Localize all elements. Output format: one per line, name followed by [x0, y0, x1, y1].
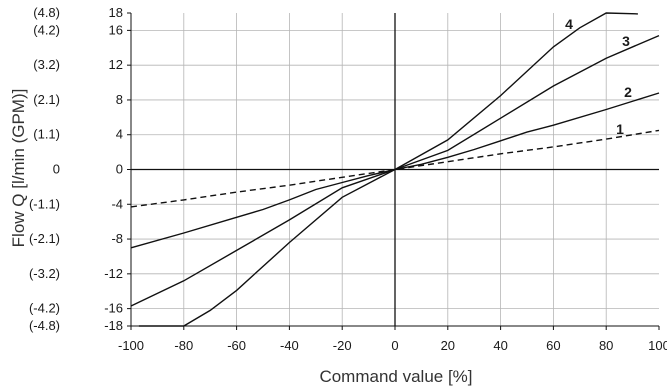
- y-tick-label: 4: [116, 127, 123, 142]
- series-1-label: 1: [616, 121, 624, 137]
- gpm-tick-label: (-4.8): [29, 318, 60, 333]
- series-3-label: 3: [622, 33, 630, 49]
- x-tick-label: 40: [493, 338, 507, 353]
- gpm-tick-label: (-3.2): [29, 266, 60, 281]
- label-layer: -100 -80 -60 -40 -20 0 20 40 60 80 100181612840-4-…: [29, 5, 667, 353]
- gpm-tick-label: (-2.1): [29, 231, 60, 246]
- x-tick-label: -20: [333, 338, 352, 353]
- gpm-tick-label: (4.2): [33, 22, 60, 37]
- x-axis-title: Command value [%]: [319, 367, 472, 386]
- x-tick-label: 80: [599, 338, 613, 353]
- series-4-label: 4: [565, 16, 573, 32]
- y-tick-label: 18: [109, 5, 123, 20]
- series-4-line: [138, 12, 638, 327]
- x-tick-label: -80: [174, 338, 193, 353]
- y-tick-label: 16: [109, 22, 123, 37]
- x-tick-label: 0: [391, 338, 398, 353]
- gpm-tick-label: (3.2): [33, 57, 60, 72]
- y-tick-label: 12: [109, 57, 123, 72]
- x-tick-label: -100: [118, 338, 144, 353]
- gpm-tick-label: 0: [53, 162, 60, 177]
- series-2-label: 2: [624, 84, 632, 100]
- x-tick-label: 60: [546, 338, 560, 353]
- gpm-tick-label: (1.1): [33, 127, 60, 142]
- y-tick-label: -4: [111, 196, 123, 211]
- y-tick-label: -12: [104, 266, 123, 281]
- y-tick-label: 0: [116, 162, 123, 177]
- y-tick-label: -8: [111, 231, 123, 246]
- x-tick-label: 20: [441, 338, 455, 353]
- x-tick-label: -40: [280, 338, 299, 353]
- series-layer: [130, 12, 660, 327]
- y-tick-label: 8: [116, 92, 123, 107]
- gpm-tick-label: (-4.2): [29, 301, 60, 316]
- y-tick-label: -16: [104, 301, 123, 316]
- gpm-tick-label: (4.8): [33, 5, 60, 20]
- x-tick-label: -60: [227, 338, 246, 353]
- y-axis-title: Flow Q [l/min (GPM)]: [9, 89, 28, 248]
- gpm-tick-label: (-1.1): [29, 196, 60, 211]
- series-1-line: [130, 129, 660, 208]
- gpm-tick-label: (2.1): [33, 92, 60, 107]
- axis-layer: [127, 12, 660, 330]
- y-tick-label: -18: [104, 318, 123, 333]
- x-tick-label: 100: [648, 338, 667, 353]
